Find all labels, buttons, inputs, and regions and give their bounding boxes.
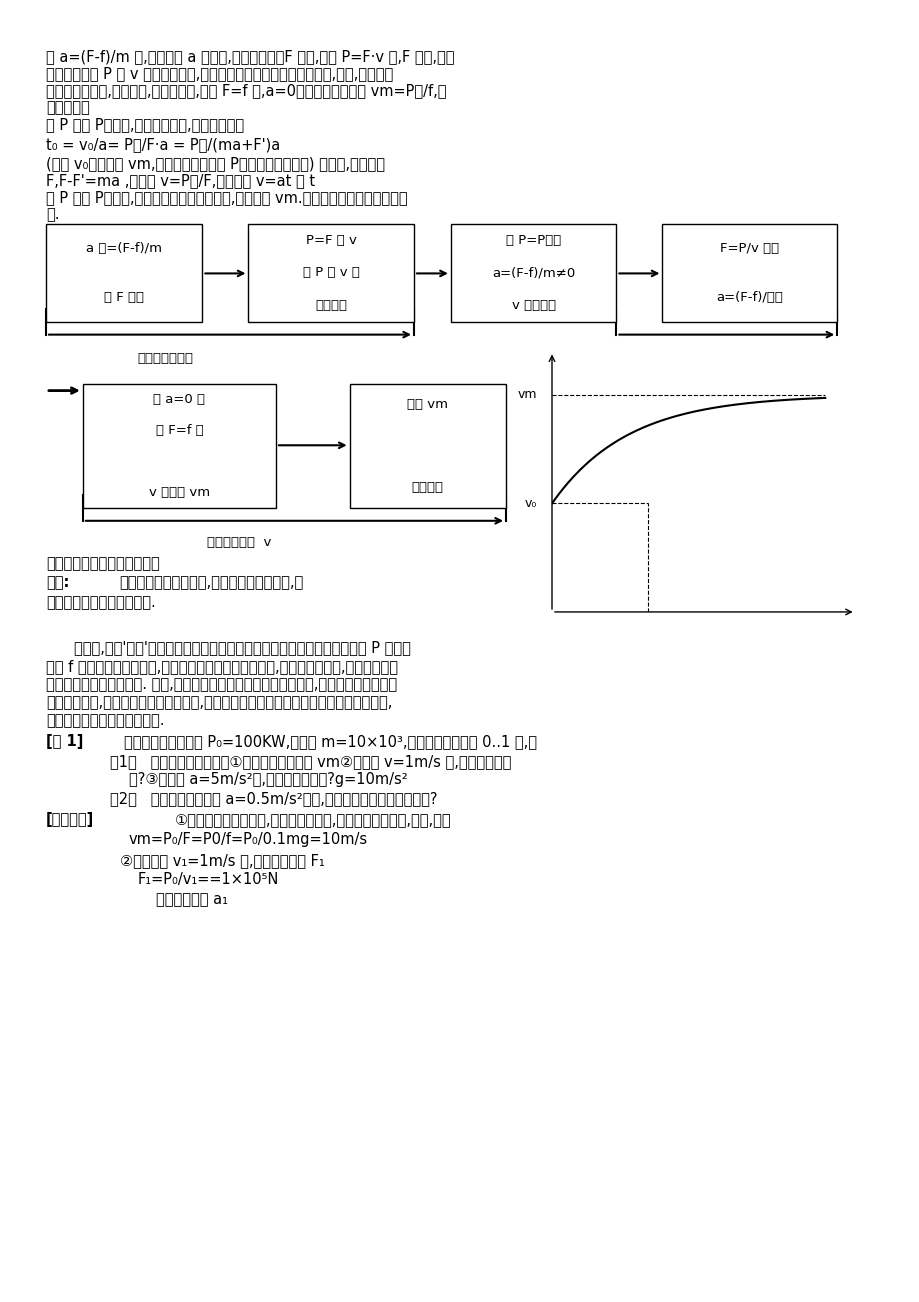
Text: 即 P 随 v 增: 即 P 随 v 增 (302, 267, 359, 279)
Text: P=F 定 v: P=F 定 v (305, 234, 357, 246)
Text: F,F-F'=ma ,再求出 v=P额/F,最后根据 v=at 求 t: F,F-F'=ma ,再求出 v=P额/F,最后根据 v=at 求 t (46, 173, 315, 189)
Text: v 还要增大: v 还要增大 (511, 299, 555, 311)
Text: （2）   若汽车以的加速度 a=0.5m/s²起动,求其匀加速运动的最长时间?: （2） 若汽车以的加速度 a=0.5m/s²起动,求其匀加速运动的最长时间? (110, 792, 437, 807)
Text: t₀ = v₀/a= P额/F·a = P额/(ma+F')a: t₀ = v₀/a= P额/F·a = P额/(ma+F')a (46, 137, 280, 152)
FancyBboxPatch shape (349, 384, 505, 508)
Text: 更是出于减小运动阻力的考虑.: 更是出于减小运动阻力的考虑. (46, 713, 165, 729)
Text: 即 F 一定: 即 F 一定 (104, 290, 144, 303)
Text: （1）   若汽车以额定功率起①所达到的最大速度 vm②当速度 v=1m/s 时,汽车加速度为: （1） 若汽车以额定功率起①所达到的最大速度 vm②当速度 v=1m/s 时,汽… (110, 754, 511, 769)
Text: ②汽车速度 v₁=1m/s 时,汽车牵引力为 F₁: ②汽车速度 v₁=1m/s 时,汽车牵引力为 F₁ (119, 853, 324, 868)
Text: 一汽车的额定功率为 P₀=100KW,质量为 m=10×10³,设阻力恒为车重的 0..1 倍,取: 一汽车的额定功率为 P₀=100KW,质量为 m=10×10³,设阻力恒为车重的… (124, 734, 537, 750)
Text: 匀加速直线运动: 匀加速直线运动 (138, 352, 193, 365)
Text: [思路分析]: [思路分析] (46, 812, 94, 828)
Text: v 最大为 vm: v 最大为 vm (149, 486, 210, 499)
Text: 图.: 图. (46, 207, 60, 223)
FancyBboxPatch shape (662, 224, 836, 322)
Text: 实际上,飞机'轮船'火车等交通工具的最大行驶速度受到自身发动机额定功率 P 和运动: 实际上,飞机'轮船'火车等交通工具的最大行驶速度受到自身发动机额定功率 P 和运… (74, 641, 410, 656)
FancyBboxPatch shape (46, 224, 202, 322)
Text: 由 a=(F-f)/m 知,当加速度 a 不变时,发动机牵引力F 恒定,再由 P=F·v 知,F 一定,发动: 由 a=(F-f)/m 知,当加速度 a 不变时,发动机牵引力F 恒定,再由 P… (46, 49, 454, 65)
Text: a=(F-f)/减小: a=(F-f)/减小 (716, 290, 782, 303)
Text: (这个 v₀必定小于 vm,它是车的功率增至 P额之时的瞬时速度) 计算时,先计算出: (这个 v₀必定小于 vm,它是车的功率增至 P额之时的瞬时速度) 计算时,先计… (46, 156, 384, 172)
FancyBboxPatch shape (450, 224, 616, 322)
Text: 汽车加速度为 a₁: 汽车加速度为 a₁ (156, 892, 228, 907)
Text: F=P/v 增大: F=P/v 增大 (720, 242, 778, 255)
Text: 保持 vm: 保持 vm (407, 398, 448, 411)
Text: 注意:: 注意: (46, 575, 69, 591)
Text: 中的仅是机车的牵引力,而非车辆所受的合力,这: 中的仅是机车的牵引力,而非车辆所受的合力,这 (119, 575, 303, 591)
Text: 少?③加速度 a=5m/s²时,汽车速度为多少?g=10m/s²: 少?③加速度 a=5m/s²时,汽车速度为多少?g=10m/s² (129, 772, 407, 788)
FancyBboxPatch shape (248, 224, 414, 322)
Text: F₁=P₀/v₁==1×10⁵N: F₁=P₀/v₁==1×10⁵N (138, 872, 279, 888)
Text: 在 P 增至 P额之前,车匀加速运动,其持续时间为: 在 P 增至 P额之前,车匀加速运动,其持续时间为 (46, 117, 244, 133)
Text: 变加速直线运动: 变加速直线运动 (643, 352, 698, 365)
Text: [例 1]: [例 1] (46, 734, 88, 750)
FancyBboxPatch shape (83, 384, 276, 508)
Text: vm=P₀/F=P0/f=P₀/0.1mg=10m/s: vm=P₀/F=P0/f=P₀/0.1mg=10m/s (129, 832, 368, 848)
Text: 这一过程的关系可由右图所示: 这一过程的关系可由右图所示 (46, 556, 160, 572)
Text: 大而增大: 大而增大 (315, 299, 346, 311)
Text: 后匀速运动: 后匀速运动 (46, 100, 90, 116)
Text: 机实际输出功 P 随 v 的增大而增大,但当增大到额定功率以后不再增大,此后,发动机保: 机实际输出功 P 随 v 的增大而增大,但当增大到额定功率以后不再增大,此后,发… (46, 66, 392, 82)
Text: 持额定功率不变,继续增大,牵引力减小,直至 F=f 时,a=0，车速达到最大值 vm=P额/f,此: 持额定功率不变,继续增大,牵引力减小,直至 F=f 时,a=0，车速达到最大值 … (46, 83, 446, 99)
Text: 一点在计算题目中极易出错.: 一点在计算题目中极易出错. (46, 595, 155, 611)
Text: 在 P 增至 P额之后,为加速度减小的加速运动,直至达到 vm.下面是这个动态过程的方框: 在 P 增至 P额之后,为加速度减小的加速运动,直至达到 vm.下面是这个动态过… (46, 190, 407, 206)
Text: 即 F=f 时: 即 F=f 时 (155, 424, 203, 437)
Text: 匀速运动: 匀速运动 (412, 480, 443, 493)
Text: 当 P=P额时: 当 P=P额时 (505, 234, 561, 246)
Text: 阻力 f 两个因素的共同制约,其中运动阻力既包括摩擦阻力,也包括空气阻力,而且阻力会随: 阻力 f 两个因素的共同制约,其中运动阻力既包括摩擦阻力,也包括空气阻力,而且阻… (46, 659, 398, 674)
Text: a 定=(F-f)/m: a 定=(F-f)/m (86, 242, 162, 255)
Text: ①汽车以额定功率起动,达到最大速度时,阻力与牵引力相等,依题,所以: ①汽车以额定功率起动,达到最大速度时,阻力与牵引力相等,依题,所以 (175, 812, 451, 828)
Text: 匀速直线运动  v: 匀速直线运动 v (207, 536, 271, 549)
Text: 着运动速度的增大而增大. 因此,要提高各种交通工具的最大行驶速度,除想办法提高发动机: 着运动速度的增大而增大. 因此,要提高各种交通工具的最大行驶速度,除想办法提高发… (46, 677, 397, 693)
Text: 的额定功率外,还要想办法减小运动阻力,汽车等交通工具外型的流线型设计不仅为了美观,: 的额定功率外,还要想办法减小运动阻力,汽车等交通工具外型的流线型设计不仅为了美观… (46, 695, 391, 711)
Text: a=(F-f)/m≠0: a=(F-f)/m≠0 (492, 267, 574, 279)
Text: 当 a=0 时: 当 a=0 时 (153, 393, 205, 406)
